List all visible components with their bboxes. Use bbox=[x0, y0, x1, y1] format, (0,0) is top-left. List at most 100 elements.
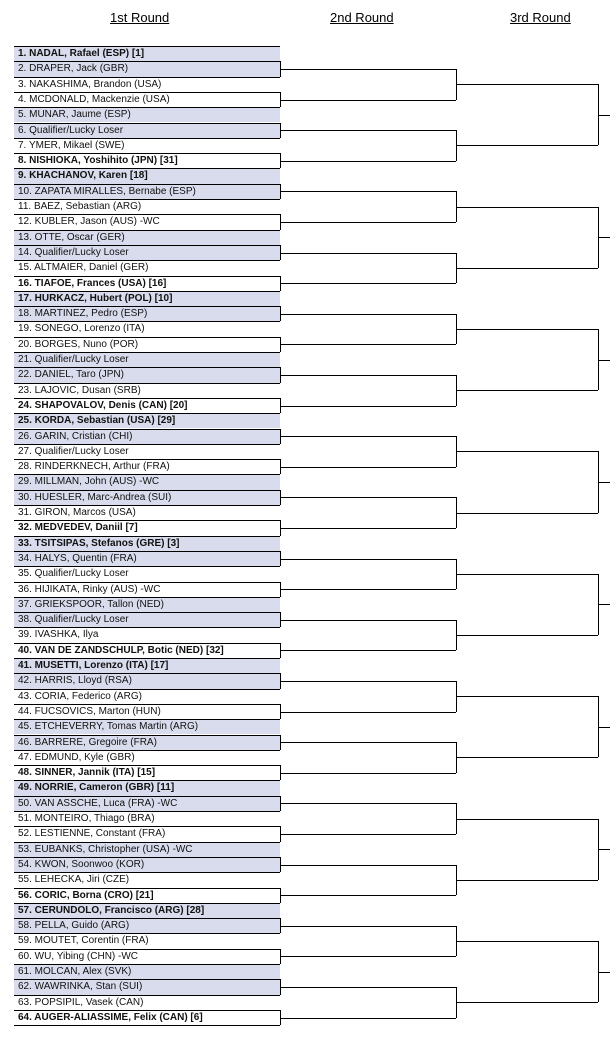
player-slot-1: 1. NADAL, Rafael (ESP) [1] bbox=[14, 46, 280, 61]
r4-stub-6 bbox=[598, 727, 610, 728]
r4-stub-7 bbox=[598, 849, 610, 850]
player-slot-18: 18. MARTINEZ, Pedro (ESP) bbox=[14, 306, 280, 321]
player-slot-27: 27. Qualifier/Lucky Loser bbox=[14, 444, 280, 459]
player-slot-44: 44. FUCSOVICS, Marton (HUN) bbox=[14, 704, 280, 719]
r1-baseline-44 bbox=[14, 719, 280, 720]
r1-baseline-36 bbox=[14, 597, 280, 598]
r1-baseline-19 bbox=[14, 337, 280, 338]
r1-baseline-23 bbox=[14, 398, 280, 399]
r4-stub-3 bbox=[598, 360, 610, 361]
r2-baseline-21 bbox=[280, 681, 456, 682]
r1-baseline-8 bbox=[14, 168, 280, 169]
r1-baseline-52 bbox=[14, 842, 280, 843]
r1-baseline-30 bbox=[14, 505, 280, 506]
r1-baseline-3 bbox=[14, 92, 280, 93]
player-slot-45: 45. ETCHEVERRY, Tomas Martin (ARG) bbox=[14, 719, 280, 734]
r1-baseline-46 bbox=[14, 750, 280, 751]
r1-baseline-7 bbox=[14, 153, 280, 154]
r1-baseline-9 bbox=[14, 184, 280, 185]
player-slot-11: 11. BAEZ, Sebastian (ARG) bbox=[14, 199, 280, 214]
r1-baseline-14 bbox=[14, 260, 280, 261]
r1-baseline-32 bbox=[14, 536, 280, 537]
player-slot-7: 7. YMER, Mikael (SWE) bbox=[14, 138, 280, 153]
r2-baseline-4 bbox=[280, 161, 456, 162]
r2-baseline-9 bbox=[280, 314, 456, 315]
r2-baseline-17 bbox=[280, 559, 456, 560]
r1-baseline-13 bbox=[14, 245, 280, 246]
r1-baseline-29 bbox=[14, 490, 280, 491]
r1-baseline-43 bbox=[14, 704, 280, 705]
r2-baseline-6 bbox=[280, 222, 456, 223]
r1-topline bbox=[14, 46, 280, 47]
player-slot-50: 50. VAN ASSCHE, Luca (FRA) -WC bbox=[14, 796, 280, 811]
r4-stub-8 bbox=[598, 972, 610, 973]
r1-baseline-56 bbox=[14, 903, 280, 904]
r2-baseline-18 bbox=[280, 589, 456, 590]
r1-baseline-55 bbox=[14, 888, 280, 889]
r2-baseline-7 bbox=[280, 253, 456, 254]
player-slot-64: 64. AUGER-ALIASSIME, Felix (CAN) [6] bbox=[14, 1010, 280, 1025]
r2-baseline-31 bbox=[280, 987, 456, 988]
r2-baseline-1 bbox=[280, 69, 456, 70]
player-slot-6: 6. Qualifier/Lucky Loser bbox=[14, 123, 280, 138]
player-slot-21: 21. Qualifier/Lucky Loser bbox=[14, 352, 280, 367]
player-slot-40: 40. VAN DE ZANDSCHULP, Botic (NED) [32] bbox=[14, 643, 280, 658]
r1-baseline-60 bbox=[14, 964, 280, 965]
r1-baseline-27 bbox=[14, 459, 280, 460]
r1-baseline-58 bbox=[14, 933, 280, 934]
r3-baseline-13 bbox=[456, 819, 598, 820]
tournament-bracket: 1st Round2nd Round3rd Round1. NADAL, Raf… bbox=[0, 0, 610, 1046]
player-slot-10: 10. ZAPATA MIRALLES, Bernabe (ESP) bbox=[14, 184, 280, 199]
player-slot-13: 13. OTTE, Oscar (GER) bbox=[14, 230, 280, 245]
r3-baseline-11 bbox=[456, 696, 598, 697]
r2-baseline-2 bbox=[280, 100, 456, 101]
r1-baseline-25 bbox=[14, 429, 280, 430]
r2-baseline-28 bbox=[280, 895, 456, 896]
r1-baseline-10 bbox=[14, 199, 280, 200]
player-slot-55: 55. LEHECKA, Jiri (CZE) bbox=[14, 872, 280, 887]
r2-baseline-11 bbox=[280, 375, 456, 376]
r2-baseline-10 bbox=[280, 344, 456, 345]
player-slot-5: 5. MUNAR, Jaume (ESP) bbox=[14, 107, 280, 122]
player-slot-31: 31. GIRON, Marcos (USA) bbox=[14, 505, 280, 520]
r1-baseline-2 bbox=[14, 77, 280, 78]
r1-baseline-1 bbox=[14, 61, 280, 62]
player-slot-2: 2. DRAPER, Jack (GBR) bbox=[14, 61, 280, 76]
player-slot-60: 60. WU, Yibing (CHN) -WC bbox=[14, 949, 280, 964]
player-slot-43: 43. CORIA, Federico (ARG) bbox=[14, 689, 280, 704]
r1-baseline-5 bbox=[14, 123, 280, 124]
player-slot-63: 63. POPSIPIL, Vasek (CAN) bbox=[14, 995, 280, 1010]
player-slot-42: 42. HARRIS, Lloyd (RSA) bbox=[14, 673, 280, 688]
player-slot-19: 19. SONEGO, Lorenzo (ITA) bbox=[14, 321, 280, 336]
player-slot-16: 16. TIAFOE, Frances (USA) [16] bbox=[14, 276, 280, 291]
player-slot-22: 22. DANIEL, Taro (JPN) bbox=[14, 367, 280, 382]
player-slot-57: 57. CERUNDOLO, Francisco (ARG) [28] bbox=[14, 903, 280, 918]
r1-baseline-34 bbox=[14, 566, 280, 567]
r1-baseline-47 bbox=[14, 765, 280, 766]
r1-baseline-53 bbox=[14, 857, 280, 858]
player-slot-8: 8. NISHIOKA, Yoshihito (JPN) [31] bbox=[14, 153, 280, 168]
r1-baseline-28 bbox=[14, 474, 280, 475]
r1-baseline-21 bbox=[14, 367, 280, 368]
r2-baseline-23 bbox=[280, 742, 456, 743]
r1-baseline-18 bbox=[14, 321, 280, 322]
r3-baseline-1 bbox=[456, 84, 598, 85]
r1-baseline-6 bbox=[14, 138, 280, 139]
r2-baseline-14 bbox=[280, 467, 456, 468]
r4-stub-4 bbox=[598, 482, 610, 483]
player-slot-38: 38. Qualifier/Lucky Loser bbox=[14, 612, 280, 627]
r3-baseline-10 bbox=[456, 635, 598, 636]
r1-baseline-35 bbox=[14, 582, 280, 583]
player-slot-30: 30. HUESLER, Marc-Andrea (SUI) bbox=[14, 490, 280, 505]
r2-baseline-22 bbox=[280, 712, 456, 713]
player-slot-46: 46. BARRERE, Gregoire (FRA) bbox=[14, 735, 280, 750]
r2-baseline-25 bbox=[280, 803, 456, 804]
r3-baseline-7 bbox=[456, 451, 598, 452]
player-slot-9: 9. KHACHANOV, Karen [18] bbox=[14, 168, 280, 183]
r1-baseline-63 bbox=[14, 1010, 280, 1011]
round-header-2: 2nd Round bbox=[330, 10, 394, 25]
r1-baseline-26 bbox=[14, 444, 280, 445]
r3-baseline-16 bbox=[456, 1002, 598, 1003]
player-slot-3: 3. NAKASHIMA, Brandon (USA) bbox=[14, 77, 280, 92]
player-slot-33: 33. TSITSIPAS, Stefanos (GRE) [3] bbox=[14, 536, 280, 551]
